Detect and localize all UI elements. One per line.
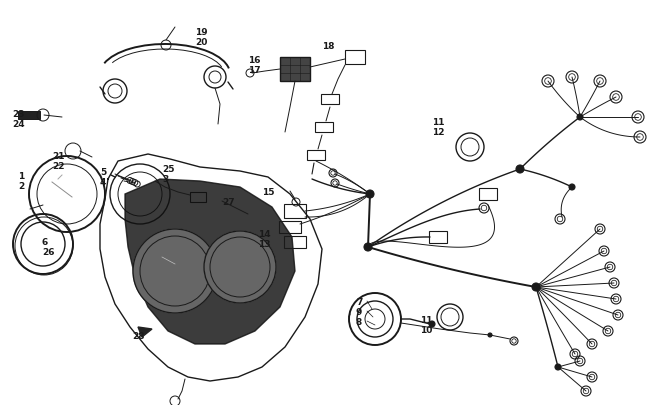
- Bar: [284, 237, 306, 248]
- Text: 7: 7: [356, 297, 363, 306]
- Text: 1: 1: [18, 172, 24, 181]
- Circle shape: [488, 333, 492, 337]
- Bar: [280, 58, 310, 82]
- Text: 9: 9: [356, 307, 363, 316]
- Circle shape: [577, 115, 583, 121]
- Text: 21: 21: [52, 151, 64, 161]
- Text: 23: 23: [12, 110, 25, 119]
- Text: 22: 22: [52, 162, 64, 171]
- Bar: [18, 112, 40, 120]
- Bar: [429, 231, 447, 243]
- Polygon shape: [125, 179, 295, 344]
- Text: 4: 4: [100, 177, 107, 187]
- Circle shape: [532, 284, 540, 291]
- Bar: [279, 222, 301, 233]
- Text: 6: 6: [42, 237, 48, 246]
- Bar: [479, 189, 497, 200]
- Text: 28: 28: [132, 331, 144, 340]
- Text: 19: 19: [195, 28, 207, 37]
- Bar: [321, 95, 339, 105]
- Polygon shape: [138, 327, 152, 337]
- Text: 3: 3: [162, 175, 168, 183]
- Text: 2: 2: [18, 181, 24, 190]
- Text: 13: 13: [258, 239, 270, 248]
- Text: 17: 17: [248, 66, 261, 75]
- Text: 27: 27: [222, 198, 235, 207]
- Text: 26: 26: [42, 247, 55, 256]
- Circle shape: [516, 166, 524, 174]
- Bar: [307, 151, 325, 161]
- Bar: [190, 192, 206, 202]
- Circle shape: [133, 230, 217, 313]
- Text: 25: 25: [162, 164, 174, 174]
- Text: 5: 5: [100, 168, 106, 177]
- Text: 24: 24: [12, 120, 25, 129]
- Text: 8: 8: [356, 317, 362, 326]
- Bar: [345, 51, 365, 65]
- Text: 14: 14: [258, 230, 270, 239]
- Circle shape: [555, 364, 561, 370]
- Text: 18: 18: [322, 42, 335, 51]
- Circle shape: [204, 231, 276, 303]
- Text: 11: 11: [432, 118, 445, 127]
- Text: 10: 10: [420, 325, 432, 334]
- Circle shape: [366, 190, 374, 198]
- Bar: [315, 123, 333, 133]
- Text: 16: 16: [248, 56, 261, 65]
- Text: 11: 11: [420, 315, 432, 324]
- Circle shape: [429, 321, 435, 327]
- Text: 15: 15: [262, 188, 274, 196]
- Circle shape: [569, 185, 575, 190]
- Text: 12: 12: [432, 128, 445, 136]
- Circle shape: [364, 243, 372, 252]
- Bar: [284, 205, 306, 218]
- Text: 20: 20: [195, 38, 207, 47]
